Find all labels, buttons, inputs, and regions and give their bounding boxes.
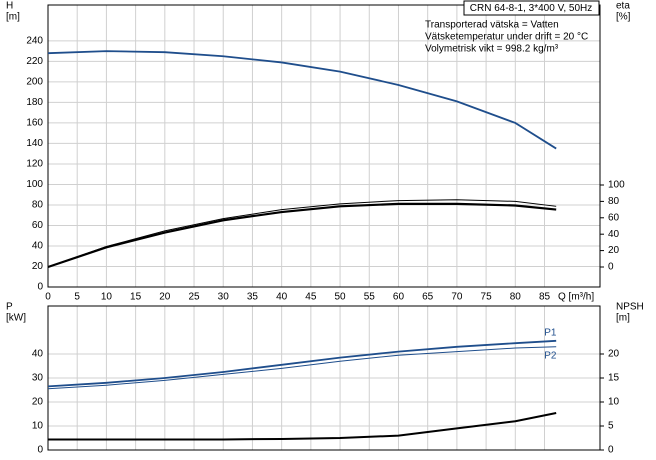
- y-tick-label: 160: [26, 118, 43, 129]
- y2-tick-label: 60: [608, 212, 620, 223]
- y-tick-label: 60: [32, 220, 44, 231]
- series-line: [47, 50, 557, 150]
- x-tick-label: 50: [335, 292, 347, 303]
- y-tick-label: 40: [32, 349, 44, 360]
- y2-tick-label: 40: [608, 229, 620, 240]
- chart-title: CRN 64-8-1, 3*400 V, 50Hz: [470, 3, 592, 14]
- y-tick-label: 180: [26, 97, 43, 108]
- plot-frame: [47, 4, 601, 288]
- y-axis-label: P: [6, 302, 13, 313]
- x-tick-label: 0: [45, 292, 51, 303]
- x-tick-label: 30: [218, 292, 230, 303]
- x-tick-label: 15: [130, 292, 142, 303]
- y-tick-label: 80: [32, 200, 44, 211]
- y-tick-label: 120: [26, 159, 43, 170]
- series-label: P1: [544, 327, 557, 338]
- title-box: [463, 0, 600, 16]
- y2-tick-label: 15: [608, 373, 620, 384]
- y-tick-label: 200: [26, 77, 43, 88]
- y2-axis-label: NPSH: [616, 302, 644, 313]
- x-tick-label: 85: [539, 292, 551, 303]
- y2-axis-label: [%]: [616, 12, 631, 23]
- y-tick-label: 140: [26, 138, 43, 149]
- y-tick-label: 220: [26, 56, 43, 67]
- plot-frame: [47, 305, 601, 451]
- y2-tick-label: 20: [608, 245, 620, 256]
- x-tick-label: 55: [364, 292, 376, 303]
- x-tick-label: 5: [74, 292, 80, 303]
- annotation: Volymetrisk vikt = 998.2 kg/m³: [425, 44, 559, 55]
- series-label: P2: [544, 350, 557, 361]
- y2-tick-label: 0: [608, 262, 614, 273]
- y2-tick-label: 100: [608, 180, 625, 191]
- y2-axis-label: [m]: [616, 313, 630, 324]
- series-line: [47, 339, 557, 388]
- y2-tick-label: 20: [608, 349, 620, 360]
- y-axis-label: [kW]: [6, 313, 26, 324]
- x-tick-label: 40: [276, 292, 288, 303]
- y2-axis-label: eta: [616, 1, 630, 12]
- x-tick-label: 70: [451, 292, 463, 303]
- x-tick-label: 45: [305, 292, 317, 303]
- x-axis-label: Q [m³/h]: [558, 292, 594, 303]
- y-tick-label: 20: [32, 261, 44, 272]
- x-tick-label: 10: [101, 292, 113, 303]
- y2-tick-label: 80: [608, 196, 620, 207]
- y-axis-label: [m]: [6, 12, 20, 23]
- x-tick-label: 60: [393, 292, 405, 303]
- y-tick-label: 30: [32, 373, 44, 384]
- series-line: [48, 412, 557, 441]
- y2-tick-label: 5: [608, 421, 614, 432]
- y-tick-label: 20: [32, 397, 44, 408]
- y2-tick-label: 0: [608, 445, 614, 456]
- x-tick-label: 75: [481, 292, 493, 303]
- annotation: Transporterad vätska = Vatten: [425, 20, 559, 31]
- y-tick-label: 0: [37, 445, 43, 456]
- series-line: [47, 199, 557, 268]
- y-tick-label: 0: [37, 282, 43, 293]
- series-line: [47, 346, 557, 390]
- x-tick-label: 25: [188, 292, 200, 303]
- y2-tick-label: 10: [608, 397, 620, 408]
- y-axis-label: H: [6, 1, 13, 12]
- y-tick-label: 10: [32, 421, 44, 432]
- x-tick-label: 80: [510, 292, 522, 303]
- y-tick-label: 100: [26, 179, 43, 190]
- y-tick-label: 240: [26, 36, 43, 47]
- annotation: Vätsketemperatur under drift = 20 °C: [425, 32, 588, 43]
- y-tick-label: 40: [32, 241, 44, 252]
- x-tick-label: 65: [422, 292, 434, 303]
- series-line: [47, 202, 557, 269]
- x-tick-label: 35: [247, 292, 259, 303]
- x-tick-label: 20: [159, 292, 171, 303]
